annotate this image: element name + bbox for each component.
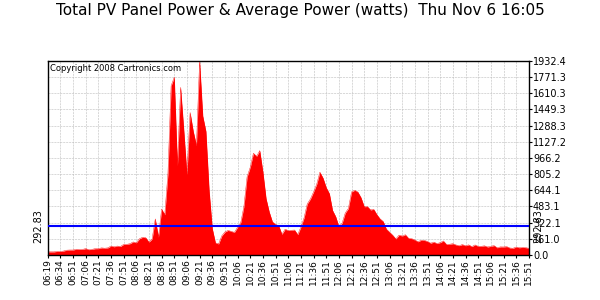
Text: 292.83: 292.83: [33, 208, 43, 242]
Text: 292.83: 292.83: [533, 208, 544, 242]
Text: Copyright 2008 Cartronics.com: Copyright 2008 Cartronics.com: [50, 64, 181, 73]
Text: Total PV Panel Power & Average Power (watts)  Thu Nov 6 16:05: Total PV Panel Power & Average Power (wa…: [56, 3, 544, 18]
